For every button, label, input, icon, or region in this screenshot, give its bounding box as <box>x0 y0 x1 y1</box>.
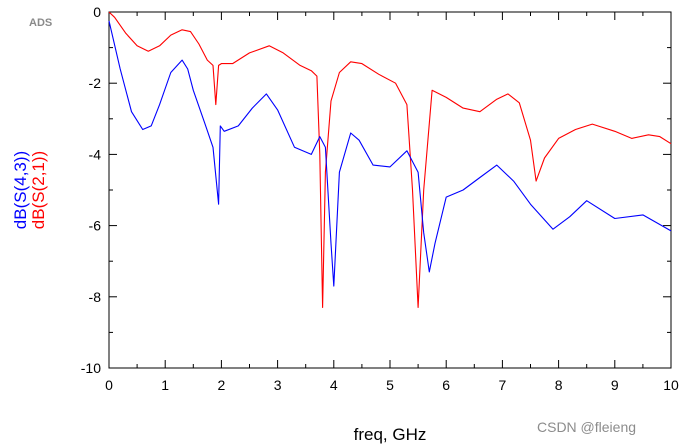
x-tick-label: 3 <box>274 377 282 393</box>
y-tick-label: -8 <box>89 289 102 305</box>
y-axis-title-s43: dB(S(4,3)) <box>11 151 30 229</box>
watermark: CSDN @fleieng <box>537 419 636 435</box>
series-layer <box>108 11 672 309</box>
y-tick-label: 0 <box>93 4 101 20</box>
x-tick-label: 10 <box>663 377 679 393</box>
y-tick-label: -6 <box>89 218 102 234</box>
series-line-s21 <box>108 11 672 309</box>
labels-layer: 0 1 2 3 4 5 6 7 8 9 10 0 -2 -4 -6 -8 -10 <box>81 4 679 393</box>
y-tick-label: -4 <box>89 146 102 162</box>
y-tick-label: -10 <box>81 360 101 376</box>
axes <box>108 11 672 369</box>
y-axis-title-s21: dB(S(2,1)) <box>29 151 48 229</box>
x-tick-label: 2 <box>218 377 226 393</box>
x-tick-label: 1 <box>161 377 169 393</box>
ads-label: ADS <box>29 17 52 29</box>
x-tick-label: 5 <box>386 377 394 393</box>
x-tick-label: 4 <box>330 377 338 393</box>
x-tick-label: 8 <box>555 377 563 393</box>
series-line-s43 <box>108 20 672 287</box>
x-tick-label: 6 <box>442 377 450 393</box>
x-tick-label: 7 <box>499 377 507 393</box>
x-axis-title: freq, GHz <box>354 425 427 444</box>
plot-frame <box>108 11 672 369</box>
x-tick-label: 0 <box>105 377 113 393</box>
y-tick-label: -2 <box>89 75 102 91</box>
x-tick-label: 9 <box>611 377 619 393</box>
